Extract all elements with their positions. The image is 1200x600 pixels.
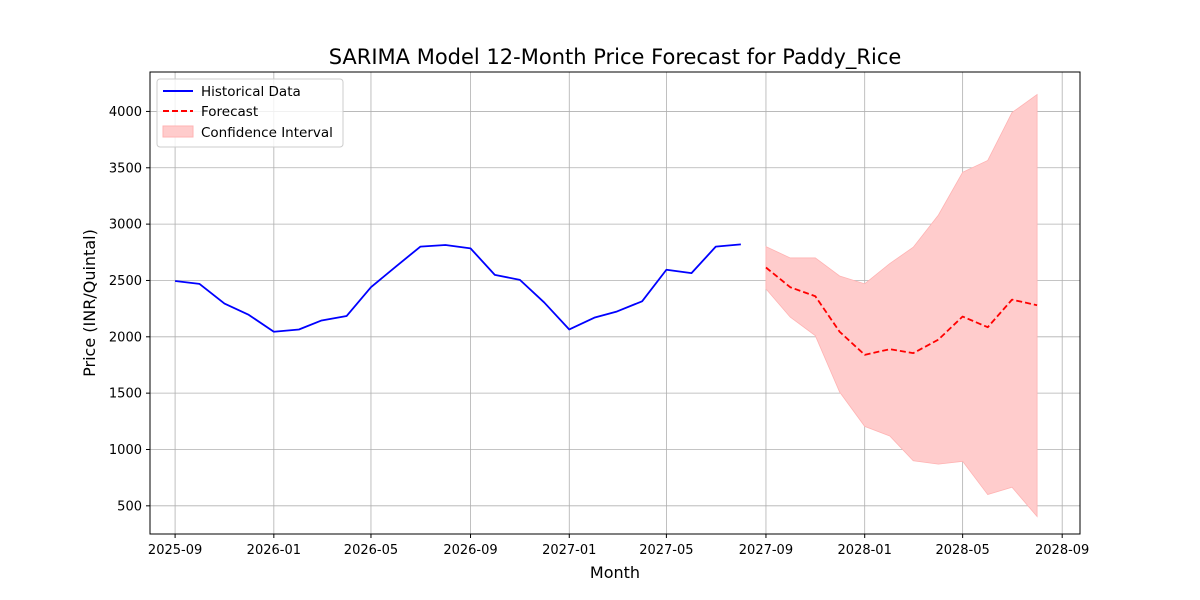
legend-box <box>156 78 344 148</box>
plot-area-frame <box>149 71 1081 535</box>
y-tick-label: 3000 <box>109 218 142 233</box>
y-axis-title: Price (INR/Quintal) <box>80 229 99 377</box>
y-tick-label: 3500 <box>109 161 142 176</box>
x-tick-label: 2027-05 <box>639 543 693 558</box>
y-tick-label: 1000 <box>109 443 142 458</box>
series-lines-layer <box>174 243 1038 356</box>
x-axis-title: Month <box>590 563 640 582</box>
confidence-interval-band <box>765 93 1038 518</box>
y-tick-label: 1500 <box>109 387 142 402</box>
legend-forecast-label: Forecast <box>201 104 258 120</box>
x-tick-label: 2028-05 <box>935 543 989 558</box>
x-tick-label: 2028-09 <box>1035 543 1089 558</box>
historical-data-line <box>174 243 741 333</box>
y-tick-label: 2500 <box>109 274 142 289</box>
forecast-line <box>765 266 1038 356</box>
x-tick-label: 2026-05 <box>344 543 398 558</box>
legend-confidence-label: Confidence Interval <box>201 125 333 141</box>
chart-title: SARIMA Model 12-Month Price Forecast for… <box>329 45 902 70</box>
x-tick-label: 2027-01 <box>542 543 596 558</box>
x-tick-label: 2025-09 <box>148 543 202 558</box>
x-tick-label: 2027-09 <box>739 543 793 558</box>
x-tick-label: 2028-01 <box>838 543 892 558</box>
legend-historical-label: Historical Data <box>201 84 301 100</box>
legend-confidence-swatch <box>162 125 194 138</box>
axis-ticks: 500 1000 1500 2000 2500 3000 3500 4000 2025-09 20… <box>109 105 1089 558</box>
y-tick-label: 4000 <box>109 105 142 120</box>
y-tick-label: 2000 <box>109 330 142 345</box>
legend: Historical Data Forecast Confidence Inte… <box>156 78 344 148</box>
x-tick-label: 2026-09 <box>443 543 497 558</box>
y-tick-label: 500 <box>117 499 142 514</box>
x-tick-label: 2026-01 <box>247 543 301 558</box>
confidence-band-layer <box>765 93 1038 518</box>
